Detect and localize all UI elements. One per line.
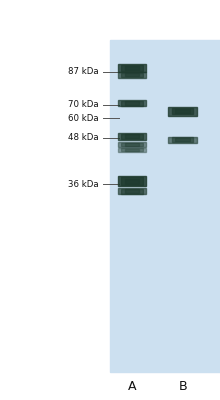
Text: 60 kDa: 60 kDa bbox=[68, 114, 99, 122]
Bar bbox=[121, 177, 143, 185]
Bar bbox=[121, 148, 143, 151]
Bar bbox=[125, 73, 139, 76]
Bar bbox=[125, 190, 139, 193]
Bar bbox=[125, 148, 139, 150]
Bar bbox=[118, 133, 146, 140]
Text: 87 kDa: 87 kDa bbox=[68, 67, 99, 76]
Bar bbox=[110, 40, 220, 372]
Bar bbox=[121, 65, 143, 71]
Bar bbox=[118, 142, 146, 147]
Bar bbox=[125, 134, 139, 138]
Bar bbox=[118, 188, 146, 194]
Text: A: A bbox=[128, 380, 136, 392]
Bar bbox=[168, 137, 197, 142]
Bar bbox=[121, 188, 143, 194]
Bar bbox=[172, 108, 193, 114]
Bar bbox=[118, 72, 146, 78]
Bar bbox=[125, 179, 139, 184]
Bar bbox=[121, 134, 143, 139]
Bar bbox=[176, 138, 190, 141]
Bar bbox=[118, 148, 146, 152]
Bar bbox=[168, 107, 197, 116]
Bar bbox=[172, 137, 193, 142]
Bar bbox=[118, 100, 146, 106]
Bar bbox=[121, 100, 143, 106]
Bar bbox=[125, 66, 139, 70]
Text: 70 kDa: 70 kDa bbox=[68, 100, 99, 109]
Bar bbox=[125, 102, 139, 105]
Bar bbox=[121, 73, 143, 77]
Bar bbox=[121, 143, 143, 146]
Text: B: B bbox=[178, 380, 187, 392]
Text: 36 kDa: 36 kDa bbox=[68, 180, 99, 189]
Text: 48 kDa: 48 kDa bbox=[68, 134, 99, 142]
Bar bbox=[125, 143, 139, 146]
Bar bbox=[118, 64, 146, 72]
Bar bbox=[176, 109, 190, 114]
Bar bbox=[118, 176, 146, 186]
